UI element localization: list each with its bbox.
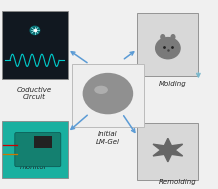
Text: Coductive
Circuit: Coductive Circuit [16, 87, 51, 100]
Ellipse shape [83, 73, 133, 114]
FancyBboxPatch shape [2, 11, 68, 79]
Ellipse shape [94, 86, 108, 94]
Circle shape [30, 26, 40, 35]
FancyBboxPatch shape [137, 123, 198, 180]
Text: Initial
LM-Gel: Initial LM-Gel [96, 131, 120, 145]
FancyBboxPatch shape [34, 136, 52, 148]
Text: Wearable
monitor: Wearable monitor [17, 157, 50, 170]
Circle shape [156, 38, 180, 59]
FancyBboxPatch shape [2, 121, 68, 178]
FancyBboxPatch shape [15, 132, 61, 167]
Polygon shape [153, 138, 183, 162]
FancyBboxPatch shape [137, 13, 198, 76]
Ellipse shape [170, 34, 175, 40]
Ellipse shape [160, 34, 165, 40]
FancyBboxPatch shape [72, 64, 144, 127]
Text: Remolding: Remolding [159, 179, 197, 185]
Text: Molding: Molding [159, 81, 187, 87]
